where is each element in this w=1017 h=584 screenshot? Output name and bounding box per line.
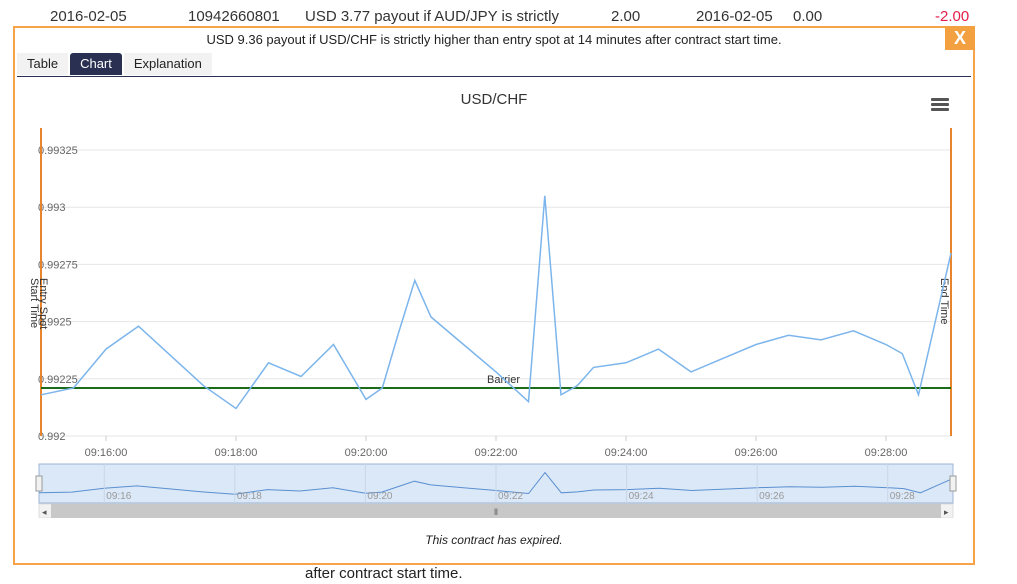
navigator[interactable]: 09:16 09:18 09:20 09:22 09:24 09:26 09:28 ◂ ▸ Ⅱ bbox=[35, 463, 957, 518]
row-sell-date: 2016-02-05 bbox=[696, 8, 773, 25]
scroll-grip-icon: Ⅱ bbox=[494, 507, 498, 517]
navigator-tick-label: 09:18 bbox=[237, 491, 262, 502]
row-description: USD 3.77 payout if AUD/JPY is strictly bbox=[305, 8, 559, 25]
y-tick-label: 0.99325 bbox=[38, 145, 78, 157]
navigator-tick-label: 09:16 bbox=[106, 491, 131, 502]
start-time-label: Start Time bbox=[28, 278, 40, 328]
contract-dialog: USD 9.36 payout if USD/CHF is strictly h… bbox=[13, 26, 975, 565]
close-button[interactable]: X bbox=[945, 26, 975, 50]
x-tick-label: 09:26:00 bbox=[735, 447, 778, 459]
x-tick-label: 09:28:00 bbox=[865, 447, 908, 459]
x-tick-label: 09:24:00 bbox=[605, 447, 648, 459]
x-axis: 09:16:00 09:18:00 09:20:00 09:22:00 09:24:00… bbox=[85, 436, 908, 459]
x-tick-label: 09:16:00 bbox=[85, 447, 128, 459]
navigator-tick-label: 09:20 bbox=[367, 491, 392, 502]
navigator-tick-label: 09:28 bbox=[890, 491, 915, 502]
y-axis: 0.992 0.99225 0.9925 0.99275 0.993 0.99325 bbox=[38, 145, 78, 443]
tab-table[interactable]: Table bbox=[17, 53, 69, 75]
row-buy-price: 2.00 bbox=[611, 8, 641, 25]
background-statement-row: 2016-02-05 10942660801 USD 3.77 payout i… bbox=[0, 0, 1017, 26]
navigator-tick-label: 09:24 bbox=[629, 491, 654, 502]
navigator-tick-label: 09:22 bbox=[498, 491, 523, 502]
y-tick-label: 0.99275 bbox=[38, 259, 78, 271]
navigator-left-handle bbox=[35, 475, 43, 492]
entry-spot-label: Entry Spot bbox=[37, 278, 49, 329]
dialog-title: USD 9.36 payout if USD/CHF is strictly h… bbox=[206, 32, 782, 47]
y-tick-label: 0.9925 bbox=[38, 317, 72, 329]
price-series-line bbox=[40, 195, 952, 410]
tab-chart[interactable]: Chart bbox=[70, 53, 122, 75]
chart-menu-icon[interactable] bbox=[931, 98, 949, 112]
x-tick-label: 09:22:00 bbox=[475, 447, 518, 459]
y-tick-label: 0.993 bbox=[38, 202, 66, 214]
tab-bar: Table Chart Explanation bbox=[17, 53, 971, 77]
tab-explanation[interactable]: Explanation bbox=[123, 53, 212, 75]
x-tick-label: 09:20:00 bbox=[345, 447, 388, 459]
row-date: 2016-02-05 bbox=[50, 8, 127, 25]
background-footer-text: after contract start time. bbox=[305, 565, 463, 582]
price-chart[interactable]: USD/CHF 0.9920.992250.99250.992750.9930.… bbox=[17, 78, 971, 518]
scroll-left-icon: ◂ bbox=[42, 507, 47, 517]
navigator-scrollbar-thumb bbox=[51, 504, 941, 518]
chart-title: USD/CHF bbox=[461, 91, 528, 108]
x-tick-label: 09:18:00 bbox=[215, 447, 258, 459]
navigator-right-handle bbox=[949, 475, 957, 492]
expired-message: This contract has expired. bbox=[425, 533, 563, 547]
row-sell-price: 0.00 bbox=[793, 8, 823, 25]
end-time-label: End Time bbox=[938, 278, 950, 324]
y-tick-label: 0.992 bbox=[38, 431, 66, 443]
scroll-right-icon: ▸ bbox=[944, 507, 949, 517]
row-profit-loss: -2.00 bbox=[935, 8, 970, 25]
barrier-label: Barrier bbox=[487, 374, 520, 386]
navigator-tick-label: 09:26 bbox=[759, 491, 784, 502]
barrier-line: Barrier bbox=[41, 374, 951, 389]
chart-panel: USD/CHF 0.992 0.99225 0.9925 0.99275 0.993 0.… bbox=[17, 78, 971, 518]
row-ref-id[interactable]: 10942660801 bbox=[188, 8, 280, 25]
chart-grid bbox=[41, 149, 951, 437]
y-tick-label: 0.99225 bbox=[38, 374, 78, 386]
navigator-series bbox=[38, 471, 954, 495]
